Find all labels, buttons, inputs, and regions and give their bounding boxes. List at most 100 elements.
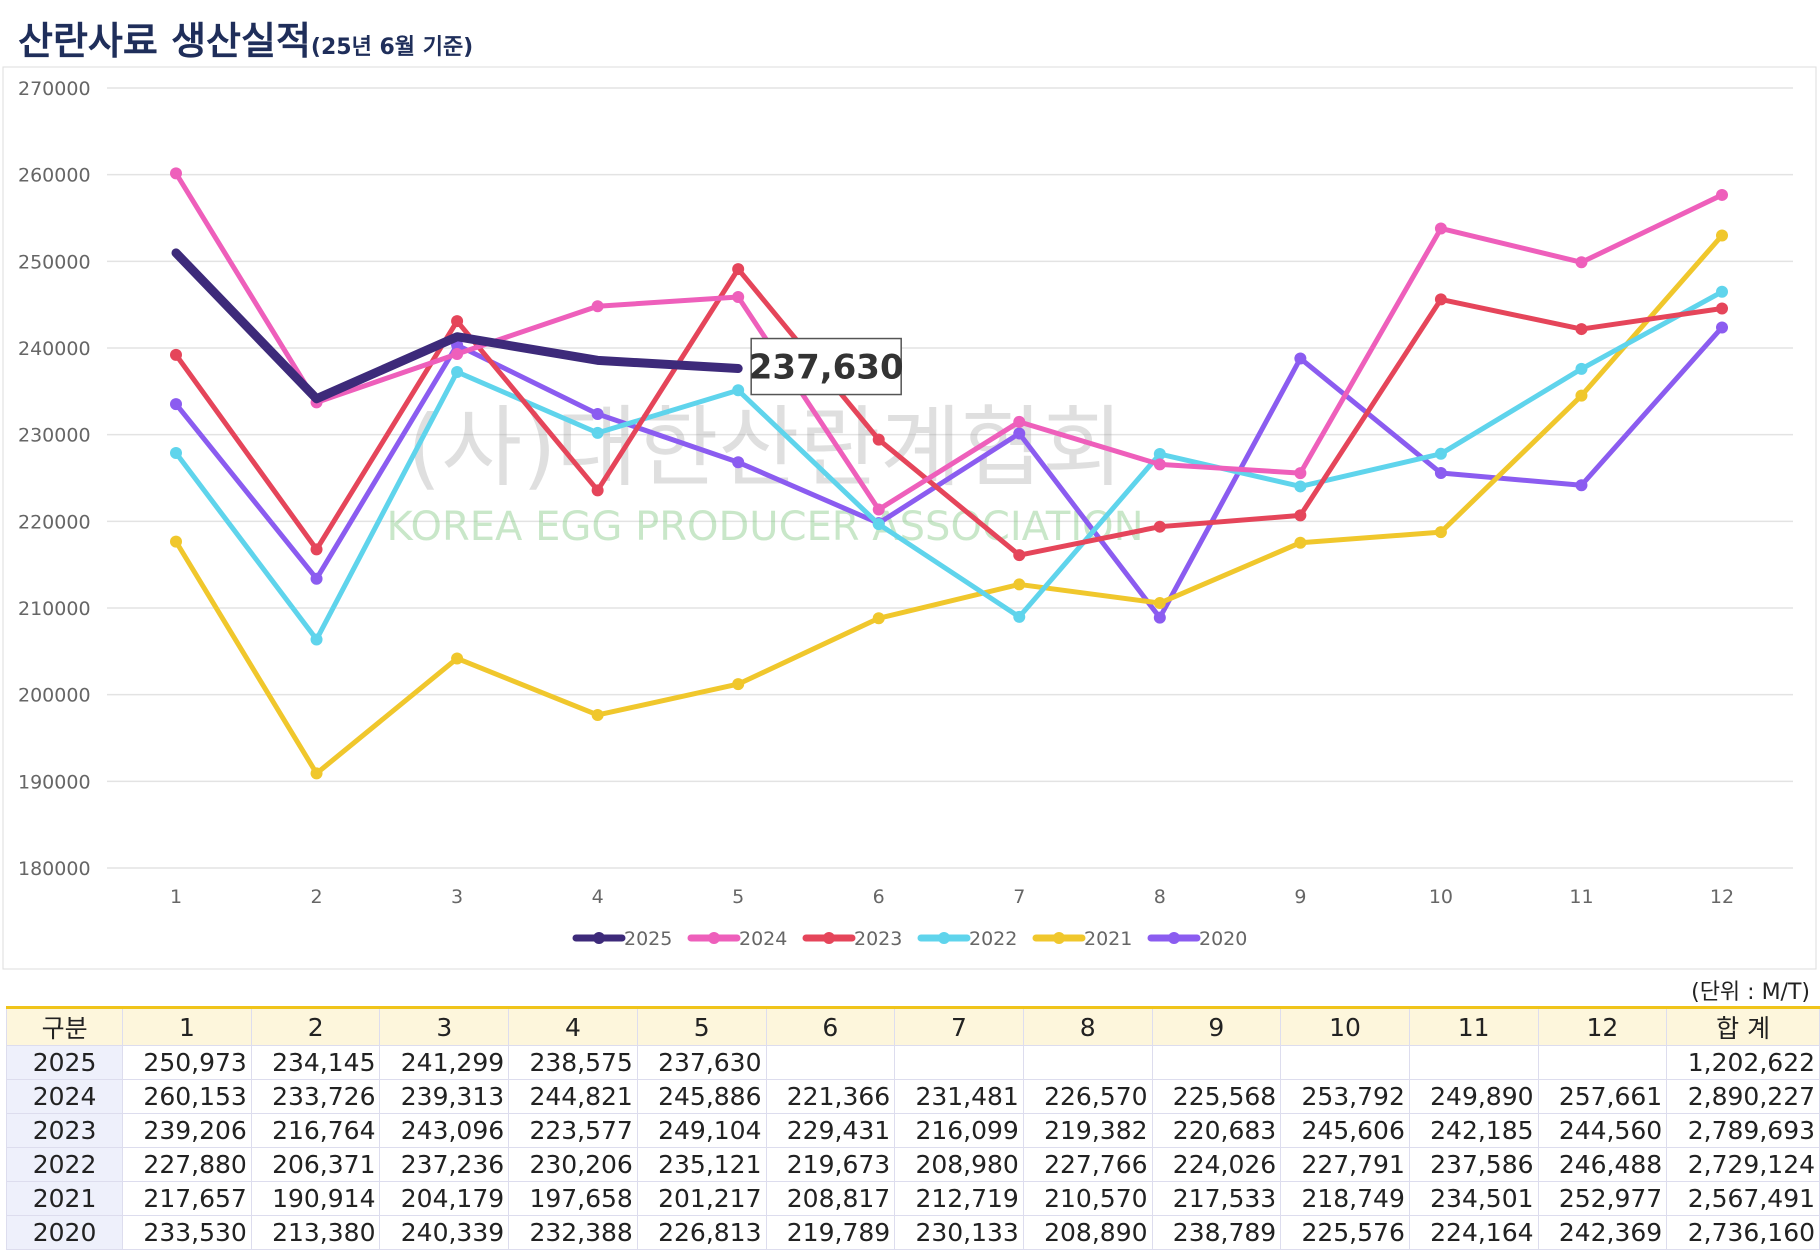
point: [1153, 520, 1166, 533]
chart: 180000 190000 200000 210000 220000 230000 2400…: [2, 66, 1817, 970]
point: [310, 543, 323, 556]
point: [1575, 323, 1588, 336]
point: [591, 300, 604, 313]
point: [1716, 321, 1728, 334]
table-cell: 230,206: [508, 1147, 638, 1182]
point: [1575, 479, 1588, 492]
point: [1434, 293, 1447, 306]
table-cell: 2022: [5, 1147, 124, 1182]
point: [1153, 458, 1166, 471]
table-cell: [1151, 1045, 1282, 1080]
header-cell: 12: [1537, 1006, 1668, 1046]
table-cell: 2,736,160: [1666, 1215, 1820, 1250]
point: [310, 767, 323, 780]
table-cell: 206,371: [250, 1147, 381, 1182]
point: [1294, 509, 1307, 522]
point: [451, 315, 464, 328]
header-cell: 10: [1280, 1006, 1410, 1046]
x-tick-label: 3: [451, 886, 463, 908]
point: [1013, 549, 1026, 562]
table-cell: 234,501: [1408, 1181, 1539, 1216]
table-cell: 232,388: [508, 1215, 638, 1250]
x-tick-label: 7: [1013, 886, 1025, 908]
legend-dot: [823, 932, 835, 944]
point: [310, 633, 323, 646]
point: [872, 518, 885, 531]
table-row: 2021 217,657 190,914 204,179 197,658 201,217 2…: [5, 1181, 1820, 1216]
x-tick-label: 11: [1569, 886, 1593, 908]
table-cell: 252,977: [1537, 1181, 1668, 1216]
watermark-sub: KOREA EGG PRODUCER ASSOCIATION: [386, 504, 1143, 550]
series-line: [173, 170, 1725, 512]
header-cell: 3: [379, 1006, 510, 1046]
table-cell: 242,369: [1537, 1215, 1668, 1250]
table-cell: 218,749: [1280, 1181, 1410, 1216]
table-cell: 229,431: [765, 1113, 896, 1148]
table-cell: 204,179: [379, 1181, 510, 1216]
table-cell: 237,236: [379, 1147, 510, 1182]
table-cell: [765, 1045, 896, 1080]
point: [872, 612, 885, 625]
table-cell: 257,661: [1537, 1079, 1668, 1114]
table-cell: 2023: [5, 1113, 124, 1148]
table-cell: 213,380: [250, 1215, 381, 1250]
legend-dot: [938, 932, 950, 944]
x-tick-label: 1: [170, 886, 182, 908]
point: [312, 394, 321, 403]
x-tick-label: 10: [1429, 886, 1453, 908]
table-cell: 253,792: [1280, 1079, 1410, 1114]
point: [170, 447, 182, 460]
table-cell: 208,890: [1022, 1215, 1153, 1250]
table-cell: 246,488: [1537, 1147, 1668, 1182]
x-tick-label: 5: [732, 886, 744, 908]
title: 산란사료 생산실적(25년 6월 기준): [18, 10, 473, 65]
point: [732, 678, 745, 691]
point: [591, 426, 604, 439]
point: [1434, 222, 1447, 235]
table-cell: 243,096: [379, 1113, 510, 1148]
table-cell: 234,145: [250, 1045, 381, 1080]
table-row: 2023 239,206 216,764 243,096 223,577 249,104 2…: [5, 1113, 1820, 1148]
table-cell: 227,880: [122, 1147, 252, 1182]
point: [872, 433, 885, 446]
table-cell: 249,104: [636, 1113, 767, 1148]
point: [170, 348, 182, 361]
point: [593, 356, 602, 365]
y-tick-label: 220000: [18, 511, 91, 533]
x-tick-label: 4: [592, 886, 604, 908]
point: [1294, 536, 1307, 549]
table-cell: 227,766: [1022, 1147, 1153, 1182]
x-tick-label: 6: [873, 886, 885, 908]
point: [591, 708, 604, 721]
legend-dot: [708, 932, 720, 944]
table-cell: 2,789,693: [1666, 1113, 1820, 1148]
point: [1153, 611, 1166, 624]
table-cell: 2,729,124: [1666, 1147, 1820, 1182]
point: [170, 535, 182, 548]
table-cell: 212,719: [894, 1181, 1024, 1216]
point: [1153, 597, 1166, 610]
table-cell: 250,973: [122, 1045, 252, 1080]
point: [453, 332, 462, 341]
point: [1013, 427, 1026, 440]
header-cell: 1: [122, 1006, 252, 1046]
table-cell: 230,133: [894, 1215, 1024, 1250]
y-tick-label: 200000: [18, 685, 91, 707]
header-cell: 4: [508, 1006, 638, 1046]
header-cell: 9: [1151, 1006, 1282, 1046]
header-cell: 8: [1022, 1006, 1153, 1046]
x-tick-label: 2: [310, 886, 322, 908]
point: [1716, 188, 1728, 201]
point: [591, 407, 604, 420]
point: [170, 167, 182, 180]
header-cell: 11: [1408, 1006, 1539, 1046]
table-cell: 245,606: [1280, 1113, 1410, 1148]
table-cell: 223,577: [508, 1113, 638, 1148]
table-row: 2022 227,880 206,371 237,236 230,206 235,121 2…: [5, 1147, 1820, 1182]
point: [1575, 362, 1588, 375]
unit: (단위 : M/T): [1691, 980, 1810, 1005]
chart-frame: [2, 66, 1817, 970]
subtitle: (25년 6월 기준): [310, 35, 474, 60]
table-cell: 2,567,491: [1666, 1181, 1820, 1216]
point: [1716, 229, 1728, 242]
